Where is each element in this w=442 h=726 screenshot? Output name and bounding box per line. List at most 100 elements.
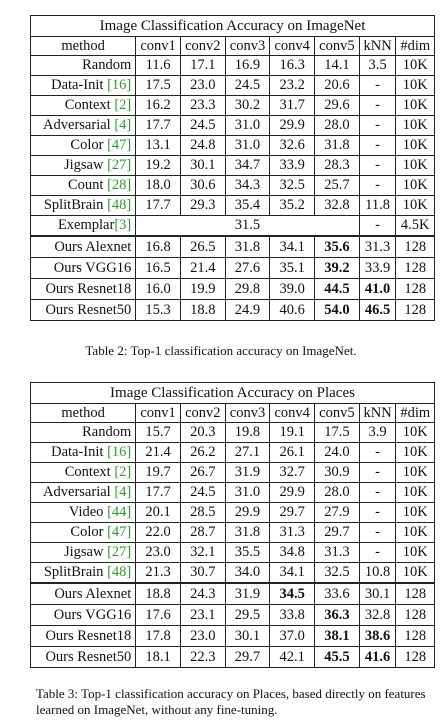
method-name: Ours VGG16 [53, 606, 132, 623]
value-cell: 30.7 [179, 562, 226, 584]
value-cell: 10K [395, 115, 435, 136]
value-cell: 17.7 [135, 195, 181, 216]
imagenet-table: Image Classification Accuracy on ImageNe… [29, 15, 435, 321]
table-row: Context [2] 19.7 26.7 31.9 32.7 30.9-10K [29, 462, 435, 483]
value-cell: 40.6 [269, 299, 316, 321]
value-cell: 31.0 [224, 482, 271, 503]
citation-link: [27] [107, 544, 132, 561]
value-cell: 31.7 [269, 95, 316, 116]
table-row: Random 11.6 17.1 16.9 16.3 14.1 3.5 10K [29, 55, 435, 76]
value-cell: 30.6 [179, 175, 226, 196]
value-cell: 10K [395, 502, 435, 523]
table-row-ours: Ours VGG16 17.6 23.1 29.5 33.8 36.3 32.8 128 [29, 604, 435, 626]
value-cell: 27.9 [314, 502, 360, 523]
method-cell: Data-Init [16] [29, 442, 137, 463]
value-cell: 3.9 [358, 422, 397, 443]
places-table-body: Image Classification Accuracy on Places m… [29, 382, 435, 668]
value-cell: 16.8 [135, 235, 181, 258]
value-cell: 24.0 [314, 442, 360, 463]
table2-caption: Table 2: Top-1 classification accuracy o… [85, 343, 357, 358]
value-cell: 17.7 [135, 115, 181, 136]
method-name: Ours Alexnet [54, 585, 132, 602]
value-cell: 30.1 [179, 155, 226, 176]
value-cell: 28.3 [314, 155, 360, 176]
value-cell: 46.5 [358, 299, 397, 321]
value-cell: 29.9 [224, 502, 271, 523]
value-cell: 128 [395, 625, 435, 647]
method-name: Video [68, 504, 108, 521]
value-cell: 33.8 [269, 604, 316, 626]
method-cell: Ours Alexnet [29, 235, 137, 258]
table-row: Context [2] 16.2 23.3 30.2 31.7 29.6-10K [29, 95, 435, 116]
column-header: #dim [395, 36, 435, 56]
value-cell: 28.5 [179, 502, 226, 523]
column-header: conv1 [135, 403, 181, 423]
method-cell: Ours VGG16 [29, 604, 137, 626]
value-cell: 42.1 [269, 646, 316, 668]
table-row: Color [47] 13.1 24.8 31.0 32.6 31.8-10K [29, 135, 435, 156]
header-row: method conv1 conv2 conv3 conv4 conv5 kNN #dim [29, 403, 435, 423]
table-row: Data-Init [16] 21.4 26.2 27.1 26.1 24.0-10K [29, 442, 435, 463]
citation-link: [2] [114, 97, 132, 114]
value-cell: - [358, 115, 397, 136]
value-cell: 29.7 [224, 646, 271, 668]
value-cell: 10K [395, 175, 435, 196]
value-cell: 23.0 [179, 75, 226, 96]
column-header: #dim [395, 403, 435, 423]
value-cell: 128 [395, 604, 435, 626]
table-row: Video [44] 20.1 28.5 29.9 29.7 27.9-10K [29, 502, 435, 523]
column-header: method [29, 36, 137, 56]
value-cell: 19.8 [224, 422, 271, 443]
value-cell: 17.8 [135, 625, 181, 647]
value-cell: 31.0 [224, 115, 271, 136]
value-cell: 26.7 [179, 462, 226, 483]
value-cell: 29.3 [179, 195, 226, 216]
table-row: Adversarial [4] 17.7 24.5 31.0 29.9 28.0-10K [29, 115, 435, 136]
value-cell: 15.7 [135, 422, 181, 443]
value-cell: 19.2 [135, 155, 181, 176]
value-cell: 30.1 [358, 582, 397, 605]
value-cell: 10.8 [358, 562, 397, 584]
value-cell: 31.8 [314, 135, 360, 156]
value-cell: - [358, 75, 397, 96]
table-row-ours: Ours Resnet50 18.1 22.3 29.7 42.1 45.5 41.6 128 [29, 646, 435, 668]
value-cell: 29.8 [224, 278, 271, 300]
method-name: Ours Resnet18 [45, 280, 132, 297]
method-name: Data-Init [51, 444, 108, 461]
value-cell: 32.7 [269, 462, 316, 483]
value-cell: 10K [395, 462, 435, 483]
column-header: kNN [358, 36, 397, 56]
value-cell: - [358, 95, 397, 116]
value-cell: 35.6 [314, 235, 360, 258]
column-header: method [29, 403, 137, 423]
value-cell: 18.8 [179, 299, 226, 321]
value-cell: 31.3 [269, 522, 316, 543]
value-cell: 128 [395, 257, 435, 279]
method-cell: Count [28] [29, 175, 137, 196]
method-name: Count [67, 177, 108, 194]
value-cell: 44.5 [314, 278, 360, 300]
value-cell: - [358, 135, 397, 156]
value-cell: 16.2 [135, 95, 181, 116]
value-cell: 13.1 [135, 135, 181, 156]
method-name: Jigsaw [63, 157, 108, 174]
merged-value-cell: 31.5 [135, 215, 360, 237]
method-cell: Context [2] [29, 462, 137, 483]
method-name: Color [70, 524, 108, 541]
method-name: Random [82, 57, 132, 74]
value-cell: 26.1 [269, 442, 316, 463]
method-name: Context [64, 97, 115, 114]
value-cell: 25.7 [314, 175, 360, 196]
value-cell: 11.8 [358, 195, 397, 216]
table-title: Image Classification Accuracy on Places [30, 382, 435, 404]
citation-link: [16] [107, 77, 132, 94]
value-cell: 29.9 [269, 115, 316, 136]
value-cell: 34.0 [224, 562, 271, 584]
column-header: conv4 [269, 403, 316, 423]
value-cell: 29.5 [224, 604, 271, 626]
value-cell: 128 [395, 299, 435, 321]
value-cell: 18.8 [135, 582, 181, 605]
method-name: Data-Init [51, 77, 108, 94]
value-cell: 35.4 [224, 195, 271, 216]
method-name: Context [64, 464, 115, 481]
